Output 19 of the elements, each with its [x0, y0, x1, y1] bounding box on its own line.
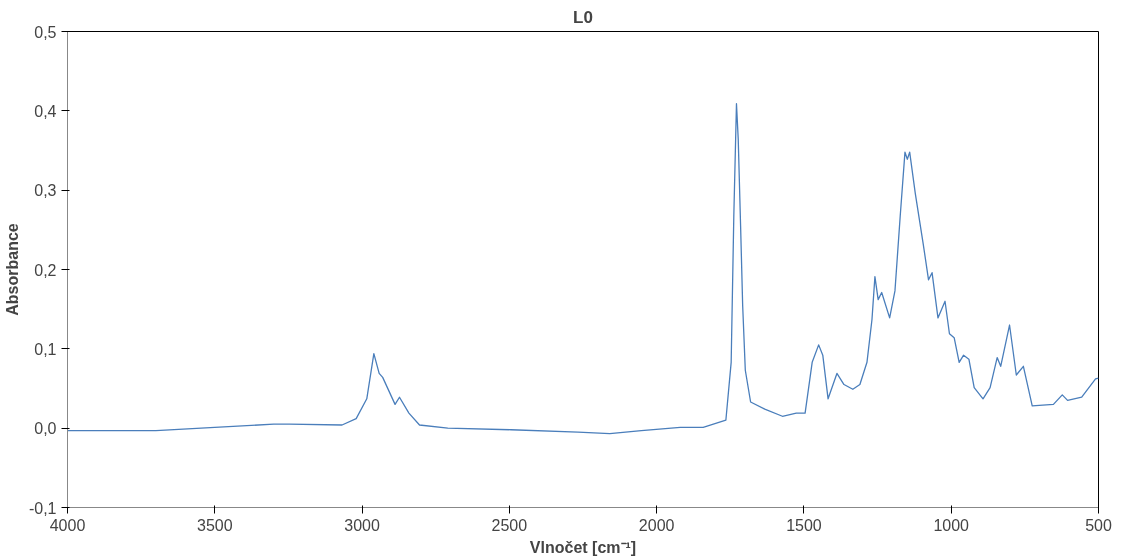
line-series [67, 103, 1099, 435]
y-tick-label: -0,1 [28, 499, 57, 517]
y-tick-label: 0,3 [34, 182, 57, 200]
y-tick-label: 0,1 [34, 340, 57, 358]
x-axis-title: Vlnočet [cm⁻¹] [529, 538, 637, 556]
x-tick-label: 1500 [786, 516, 822, 534]
y-tick-label: 0,5 [34, 23, 57, 41]
chart-title: L0 [573, 7, 593, 27]
y-axis-title: Absorbance [3, 223, 21, 316]
x-tick-label: 3000 [344, 516, 380, 534]
x-tick-label: 1000 [933, 516, 970, 534]
y-tick-label: 0,4 [34, 102, 57, 120]
y-tick-label: 0,0 [34, 420, 57, 438]
x-tick-label: 2500 [491, 516, 528, 534]
x-tick-label: 500 [1085, 516, 1112, 534]
x-tick-label: 2000 [638, 516, 675, 534]
y-tick-label: 0,2 [34, 261, 57, 279]
x-tick-label: 3500 [196, 516, 233, 534]
x-tick-label: 4000 [49, 516, 86, 534]
